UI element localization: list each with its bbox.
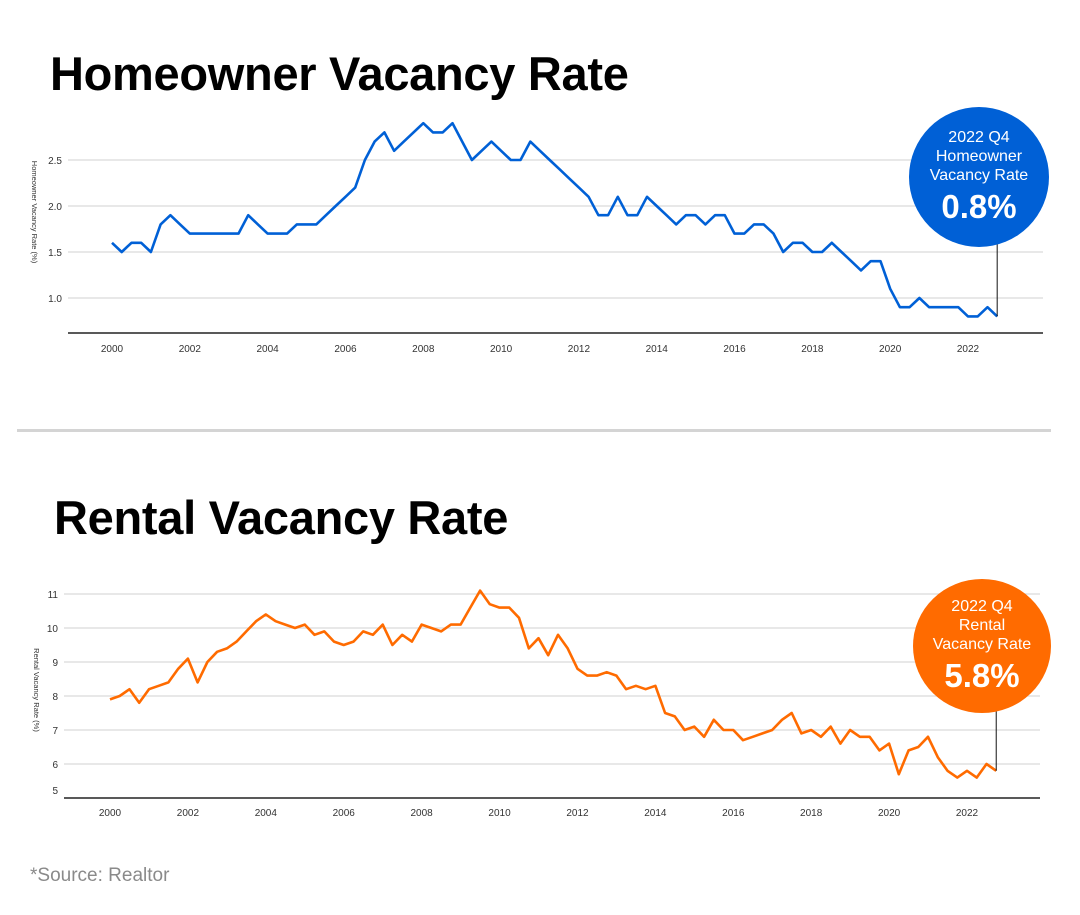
callout-label-line: Homeowner [935,147,1023,165]
series-line [109,589,997,779]
x-tick-label: 2018 [801,344,824,355]
y-tick-label: 11 [48,590,59,601]
x-tick-label: 2002 [179,344,202,355]
x-tick-label: 2000 [101,344,124,355]
source-note: *Source: Realtor [30,865,170,886]
x-tick-label: 2004 [255,808,278,819]
homeowner-vacancy-chart: 1.0 1.5 2.0 2.5 2000 2002 2004 2006 2008 2010 2012… [30,121,1043,355]
rental-callout-badge: 2022 Q4 Rental Vacancy Rate 5.8% [913,579,1051,713]
callout-value: 0.8% [941,187,1017,225]
y-tick-label: 7 [52,726,58,737]
x-tick-label: 2020 [878,808,901,819]
section-divider [17,429,1051,432]
x-tick-label: 2008 [412,344,435,355]
callout-label-line: 2022 Q4 [948,128,1010,146]
y-tick-label: 1.5 [48,248,62,259]
x-tick-label: 2014 [644,808,667,819]
y-tick-label: 9 [52,658,58,669]
y-axis-title: Homeowner Vacancy Rate (%) [30,161,39,264]
y-tick-label: 2.0 [48,202,62,213]
x-tick-label: 2012 [568,344,591,355]
x-tick-label: 2016 [723,344,746,355]
x-tick-label: 2000 [99,808,122,819]
y-axis-title: Rental Vacancy Rate (%) [32,648,41,732]
rental-chart-title: Rental Vacancy Rate [54,491,509,544]
y-tick-label: 2.5 [48,156,62,167]
series-line [111,121,999,318]
x-tick-label: 2018 [800,808,823,819]
x-tick-label: 2012 [566,808,589,819]
x-tick-label: 2022 [956,808,979,819]
y-tick-label: 5 [52,786,58,797]
callout-label-line: 2022 Q4 [951,597,1013,615]
x-tick-label: 2002 [177,808,200,819]
y-tick-label: 6 [52,760,58,771]
x-tick-label: 2016 [722,808,745,819]
callout-value: 5.8% [944,656,1020,694]
x-tick-label: 2020 [879,344,902,355]
x-tick-label: 2022 [957,344,980,355]
x-tick-label: 2014 [646,344,669,355]
x-tick-label: 2006 [334,344,357,355]
x-tick-label: 2010 [490,344,513,355]
callout-label-line: Vacancy Rate [929,166,1029,184]
homeowner-chart-title: Homeowner Vacancy Rate [50,47,629,100]
y-tick-label: 10 [47,624,59,635]
x-tick-label: 2006 [333,808,356,819]
y-tick-label: 1.0 [48,294,62,305]
x-tick-label: 2008 [411,808,434,819]
homeowner-callout-badge: 2022 Q4 Homeowner Vacancy Rate 0.8% [909,107,1049,247]
y-tick-label: 8 [52,692,58,703]
callout-label-line: Rental [958,616,1006,634]
callout-label-line: Vacancy Rate [932,635,1032,653]
x-tick-label: 2010 [488,808,511,819]
x-tick-label: 2004 [257,344,280,355]
